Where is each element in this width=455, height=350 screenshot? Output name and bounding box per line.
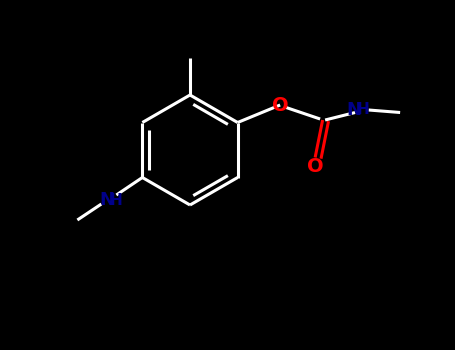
Text: N: N [346,101,361,119]
Text: N: N [100,191,115,209]
Text: O: O [307,157,324,176]
Text: H: H [110,193,123,208]
Text: H: H [356,103,369,118]
Text: O: O [272,96,288,114]
